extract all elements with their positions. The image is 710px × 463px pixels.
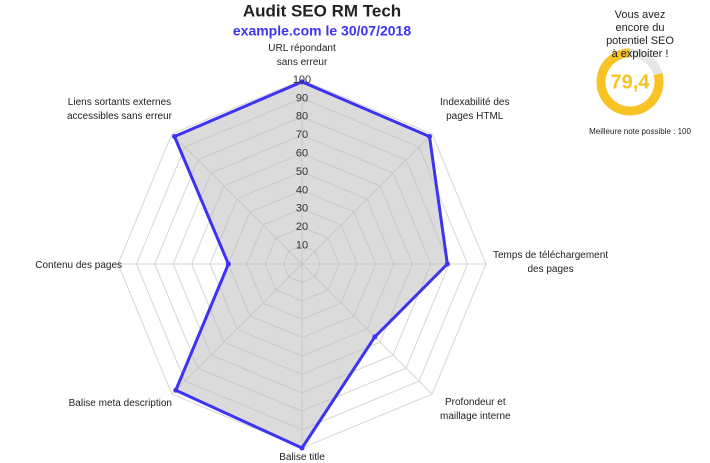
category-label: Contenu des pages <box>35 260 122 271</box>
gauge-best: Meilleure note possible : 100 <box>589 127 691 136</box>
r-tick-label: 10 <box>296 240 308 252</box>
series-point <box>171 133 177 139</box>
r-tick-label: 20 <box>296 221 308 233</box>
category-label: Liens sortants externes accessibles sans… <box>66 97 172 122</box>
r-tick-label: 100 <box>293 74 311 86</box>
category-label: URL répondant sans erreur <box>268 43 336 68</box>
gauge-score: 79,4 <box>611 71 651 93</box>
series-point <box>299 79 305 85</box>
chart-subtitle: example.com le 30/07/2018 <box>233 23 411 39</box>
series-point <box>299 445 305 451</box>
category-label: Profondeur et maillage interne <box>440 397 511 422</box>
r-tick-label: 70 <box>296 129 308 141</box>
category-label: Temps de téléchargement des pages <box>493 250 609 275</box>
gauge-arc <box>596 48 664 116</box>
chart-title: Audit SEO RM Tech <box>243 1 401 20</box>
series-point <box>173 387 179 393</box>
r-tick-label: 30 <box>296 203 308 215</box>
series-point <box>427 133 433 139</box>
category-label: Balise title <box>279 452 325 463</box>
series-point <box>225 261 231 267</box>
category-label: Balise meta description <box>68 398 172 409</box>
r-tick-label: 40 <box>296 184 308 196</box>
r-tick-label: 90 <box>296 92 308 104</box>
r-tick-label: 60 <box>296 148 308 160</box>
category-label: Indexabilité des pages HTML <box>440 97 510 122</box>
gauge-headline: Vous avez encore du potentiel SEO à expl… <box>606 9 674 60</box>
series-point <box>444 261 450 267</box>
series-point <box>372 334 378 340</box>
series-area <box>172 80 449 450</box>
r-tick-label: 80 <box>296 111 308 123</box>
r-tick-label: 50 <box>296 166 308 178</box>
